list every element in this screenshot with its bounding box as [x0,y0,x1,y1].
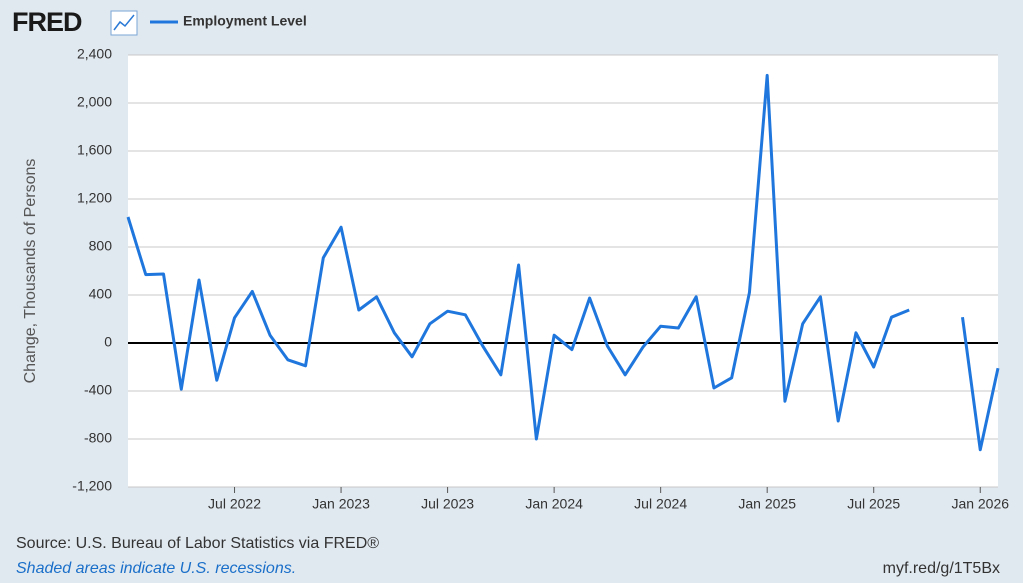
x-tick-label: Jul 2025 [847,496,900,512]
y-tick-label: 2,000 [77,94,112,110]
y-tick-label: 0 [104,334,112,350]
plot-area [128,55,998,487]
y-tick-label: 2,400 [77,46,112,62]
x-tick-label: Jul 2023 [421,496,474,512]
url: myf.red/g/1T5Bx [883,560,1000,577]
y-tick-label: 1,200 [77,190,112,206]
y-tick-label: -800 [84,430,112,446]
x-tick-label: Jan 2026 [951,496,1009,512]
x-tick-label: Jan 2023 [312,496,370,512]
y-tick-label: 1,600 [77,142,112,158]
y-tick-label: -1,200 [72,478,112,494]
logo: FRED [12,7,82,37]
x-tick-label: Jul 2024 [634,496,687,512]
logo-icon [110,10,138,36]
y-tick-label: 400 [89,286,113,302]
y-axis-title: Change, Thousands of Persons [22,159,39,384]
note: Shaded areas indicate U.S. recessions. [16,560,296,577]
data-line [126,73,1000,452]
x-tick-label: Jan 2025 [738,496,796,512]
x-tick-label: Jan 2024 [525,496,583,512]
x-tick-label: Jul 2022 [208,496,261,512]
legend-label: Employment Level [183,13,307,29]
y-tick-label: -400 [84,382,112,398]
y-tick-label: 800 [89,238,113,254]
source: Source: U.S. Bureau of Labor Statistics … [16,535,379,552]
